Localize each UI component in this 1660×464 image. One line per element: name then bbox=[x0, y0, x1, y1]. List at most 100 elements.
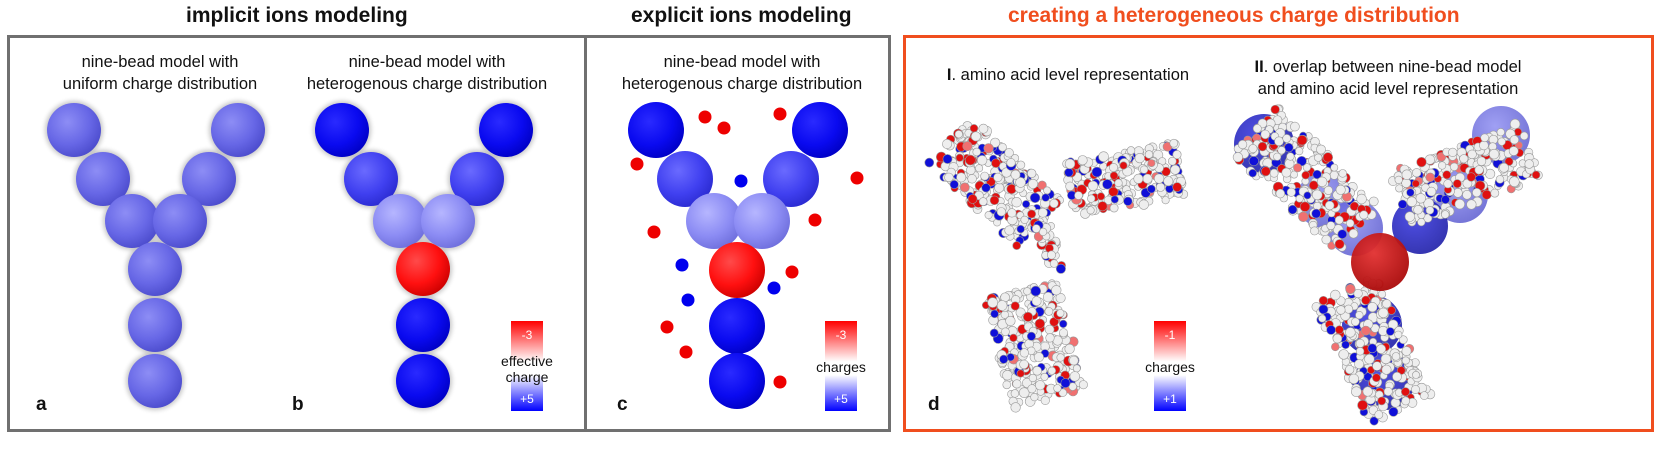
atom bbox=[1109, 171, 1119, 180]
atom bbox=[1331, 342, 1340, 352]
atom bbox=[1290, 121, 1300, 132]
atom bbox=[1474, 165, 1484, 175]
atom bbox=[990, 137, 1001, 148]
atom bbox=[1313, 201, 1322, 211]
atom bbox=[1007, 208, 1017, 218]
atom bbox=[1072, 364, 1081, 373]
atom bbox=[1069, 371, 1081, 382]
atom bbox=[1326, 325, 1336, 335]
atom bbox=[1411, 384, 1421, 394]
atom bbox=[987, 297, 999, 308]
atom bbox=[1452, 179, 1462, 189]
atom bbox=[1376, 344, 1386, 354]
bead bbox=[450, 152, 504, 206]
atom bbox=[1155, 182, 1166, 192]
atom bbox=[1016, 160, 1026, 170]
bead-chain-heterogeneous bbox=[313, 101, 535, 410]
atom bbox=[1028, 178, 1039, 189]
caption-a-line1: nine-bead model with bbox=[81, 53, 239, 71]
ion-negative bbox=[773, 375, 787, 389]
atom bbox=[1351, 317, 1360, 327]
atom bbox=[1441, 195, 1450, 204]
ion-negative bbox=[647, 225, 661, 239]
atom bbox=[1040, 395, 1050, 406]
atom bbox=[1322, 152, 1333, 163]
caption-d-part2-line1: . overlap between nine-bead model bbox=[1263, 58, 1522, 76]
atom bbox=[1406, 188, 1415, 197]
atom bbox=[1286, 187, 1296, 197]
atom bbox=[1314, 153, 1323, 162]
atom bbox=[1416, 157, 1427, 168]
bead bbox=[396, 298, 450, 352]
atom bbox=[1378, 290, 1387, 299]
atom bbox=[1401, 387, 1411, 397]
caption-c-line2: heterogenous charge distribution bbox=[621, 75, 863, 93]
atom bbox=[1348, 228, 1359, 239]
atom bbox=[1425, 206, 1435, 215]
atom bbox=[1443, 179, 1453, 189]
atom bbox=[1055, 263, 1066, 274]
atom bbox=[1374, 410, 1384, 420]
atom bbox=[970, 131, 981, 142]
atom bbox=[944, 172, 954, 183]
atom bbox=[1027, 384, 1037, 394]
caption-d-part2-line2: and amino acid level representation bbox=[1257, 80, 1519, 98]
explicit-ions bbox=[630, 107, 864, 389]
atom bbox=[1022, 311, 1033, 322]
atom bbox=[967, 194, 978, 204]
bead bbox=[792, 102, 848, 158]
atom bbox=[989, 195, 1000, 206]
atom bbox=[1488, 148, 1500, 160]
colorbar-b-label-line1: effective bbox=[501, 353, 553, 369]
atom bbox=[1142, 173, 1153, 184]
atom bbox=[1334, 215, 1344, 225]
ion-positive bbox=[681, 293, 695, 307]
atom bbox=[1109, 203, 1119, 213]
panel-letter-c: c bbox=[617, 394, 628, 415]
title-implicit-ions: implicit ions modeling bbox=[186, 4, 408, 27]
atom bbox=[1388, 406, 1399, 417]
atom bbox=[1495, 175, 1505, 184]
caption-b-line2: heterogenous charge distribution bbox=[306, 75, 548, 93]
atom bbox=[1077, 155, 1088, 166]
atom bbox=[1087, 180, 1099, 192]
atom bbox=[924, 157, 935, 168]
atom bbox=[954, 130, 963, 139]
colorbar-d-label: charges bbox=[1145, 359, 1195, 375]
atom bbox=[1399, 335, 1408, 345]
atom bbox=[1020, 215, 1029, 224]
atom bbox=[1010, 402, 1021, 413]
atom bbox=[1311, 189, 1323, 201]
ion-positive bbox=[767, 281, 781, 295]
atom bbox=[993, 172, 1003, 182]
atom bbox=[1059, 319, 1068, 329]
bead bbox=[47, 103, 101, 157]
panel-letter-d: d bbox=[928, 394, 940, 415]
atom bbox=[1367, 343, 1378, 354]
atom bbox=[1499, 162, 1509, 173]
atom bbox=[978, 197, 988, 206]
atom bbox=[1030, 285, 1041, 297]
atom bbox=[1056, 353, 1065, 362]
atom bbox=[980, 171, 990, 181]
bead bbox=[211, 103, 265, 157]
atom bbox=[1353, 288, 1363, 299]
atom bbox=[1074, 191, 1083, 200]
atom bbox=[1479, 140, 1489, 151]
atom bbox=[1109, 163, 1119, 173]
atom bbox=[1163, 176, 1174, 187]
atom bbox=[1519, 131, 1529, 141]
atom bbox=[1281, 167, 1292, 178]
ion-negative bbox=[850, 171, 864, 185]
atom bbox=[942, 139, 953, 150]
atom bbox=[1406, 196, 1418, 207]
atom bbox=[1336, 305, 1346, 315]
bead bbox=[734, 193, 790, 249]
atom bbox=[998, 142, 1007, 152]
caption-d-part2-roman: II bbox=[1254, 58, 1264, 76]
atom bbox=[1316, 176, 1328, 188]
atom bbox=[1299, 201, 1311, 212]
bead bbox=[373, 194, 427, 248]
atom bbox=[1401, 346, 1412, 356]
